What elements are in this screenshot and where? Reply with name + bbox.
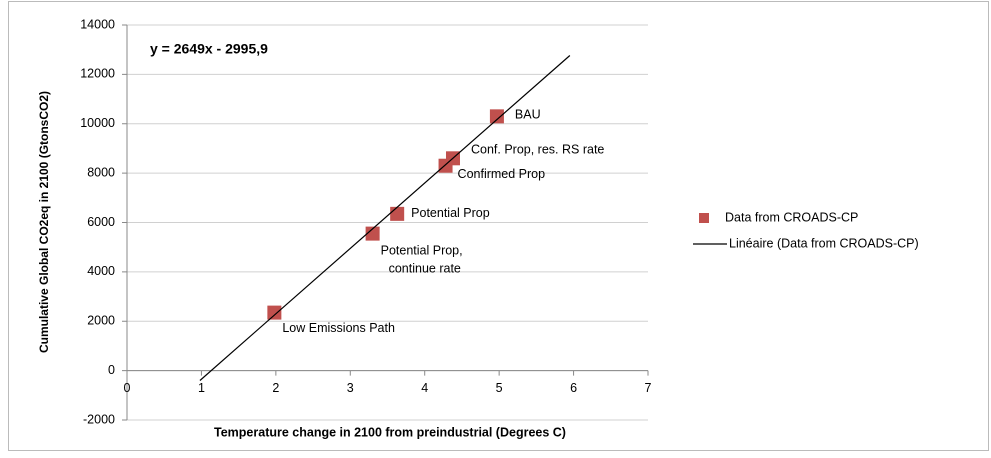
point-label: Potential Prop <box>411 206 490 220</box>
equation: y = 2649x - 2995,9 <box>150 41 268 57</box>
y-tick-label: 2000 <box>87 314 115 328</box>
x-tick-label: 5 <box>496 381 503 395</box>
x-tick-label: 1 <box>198 381 205 395</box>
x-tick-label: 7 <box>645 381 652 395</box>
x-tick-label: 2 <box>272 381 279 395</box>
y-tick-label: 14000 <box>80 17 115 31</box>
y-tick-label: 6000 <box>87 215 115 229</box>
y-tick-label: 12000 <box>80 67 115 81</box>
x-tick-label: 3 <box>347 381 354 395</box>
point <box>489 109 504 124</box>
x-tick-label: 0 <box>124 381 131 395</box>
point <box>365 226 380 241</box>
y-tick-label: 8000 <box>87 165 115 179</box>
x-tick-label: 6 <box>570 381 577 395</box>
legend-marker <box>699 213 709 223</box>
point-label: Confirmed Prop <box>458 167 546 181</box>
point-label: Potential Prop, continue rate <box>381 244 463 276</box>
point-label: BAU <box>515 108 541 122</box>
point <box>390 206 405 221</box>
trend-line <box>199 55 571 381</box>
y-tick-label: 4000 <box>87 264 115 278</box>
y-tick-label: 10000 <box>80 116 115 130</box>
point-label: Conf. Prop, res. RS rate <box>471 143 604 157</box>
point <box>267 305 282 320</box>
x-tick-label: 4 <box>421 381 428 395</box>
legend-label: Linéaire (Data from CROADS-CP) <box>729 236 919 250</box>
chart-frame <box>8 1 989 451</box>
point-label: Low Emissions Path <box>282 321 395 335</box>
y-tick-label: 0 <box>108 363 115 377</box>
legend-label: Data from CROADS-CP <box>725 210 858 224</box>
y-tick-label: -2000 <box>83 412 115 426</box>
x-axis-title: Temperature change in 2100 from preindus… <box>214 425 566 439</box>
y-axis-title: Cumulative Global CO2eq in 2100 (GtonsCO… <box>37 91 51 353</box>
